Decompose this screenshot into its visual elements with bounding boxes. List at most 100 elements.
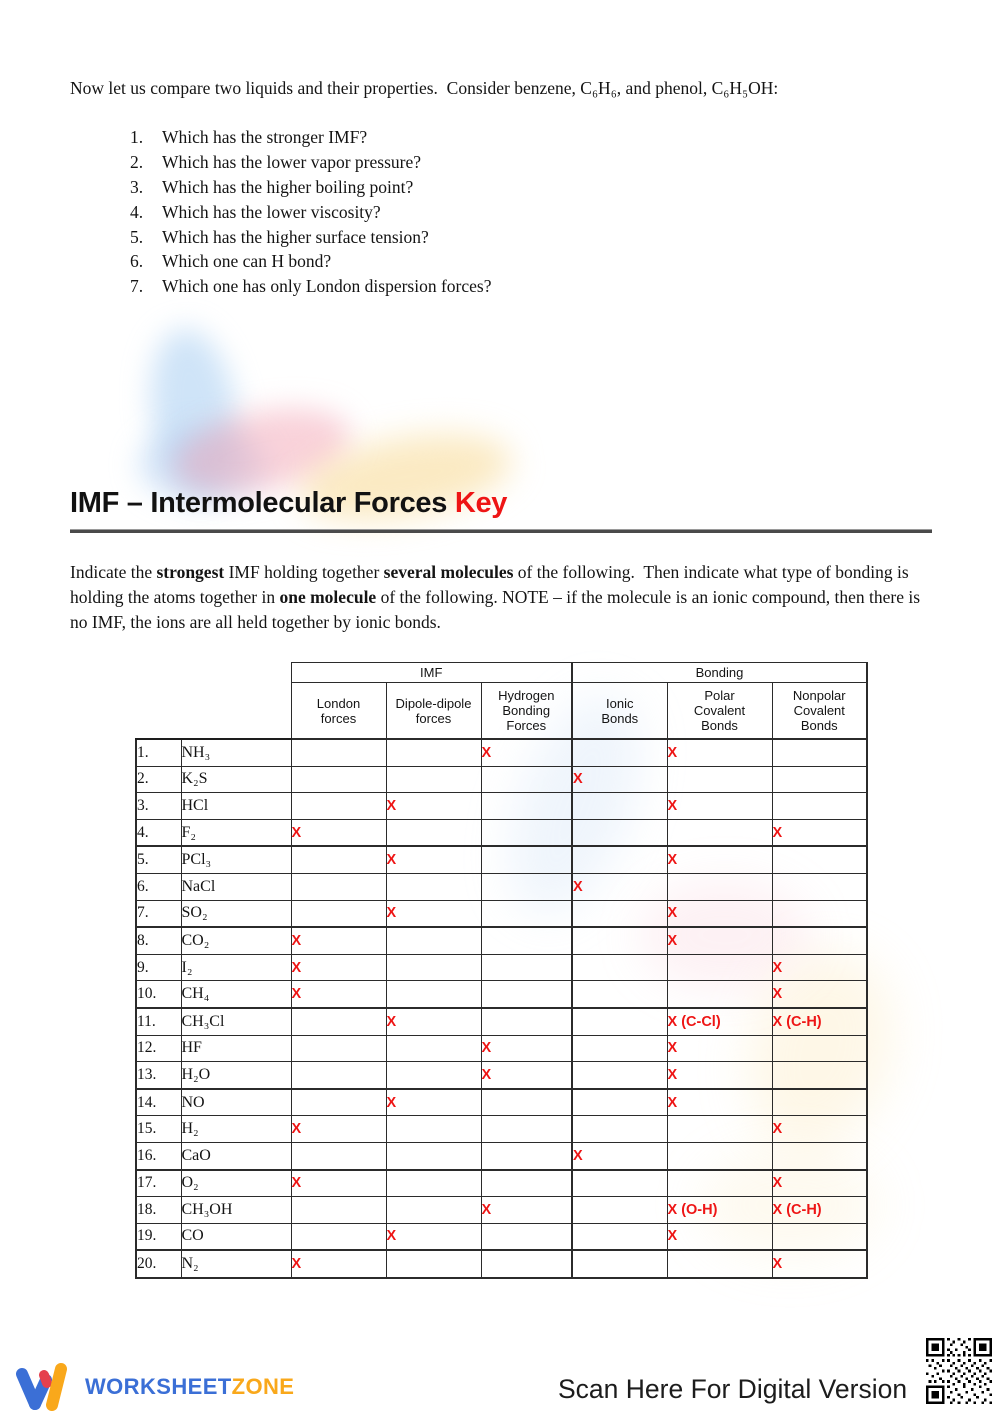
mark-cell-dipole: [385, 738, 482, 767]
mark-cell-polar: [666, 1249, 773, 1279]
mark-cell-london: [290, 899, 387, 929]
mark-cell-dipole: X: [385, 1007, 482, 1036]
question-list: 1. Which has the stronger IMF? 2. Which …: [130, 127, 492, 301]
mark-cell-polar: [666, 1168, 773, 1198]
instructions-bold: one molecule: [279, 587, 377, 607]
mark-cell-dipole: [385, 1061, 482, 1090]
mark-cell-polar: X (C-Cl): [666, 1007, 773, 1036]
row-number-cell: 14.: [135, 1088, 182, 1117]
formula-cell: I₂: [180, 953, 292, 982]
row-number-cell: 8.: [135, 926, 182, 955]
question-text: Which has the lower viscosity?: [162, 201, 381, 222]
table-row: 9. I₂ X X: [135, 953, 868, 982]
mark-cell-dipole: X: [385, 1088, 482, 1117]
table-row: 1. NH₃ X X: [135, 738, 868, 767]
instructions-text: of the following. Then indicate what typ…: [70, 562, 914, 607]
mark-cell-polar: X: [666, 738, 773, 767]
question-number: 3.: [130, 176, 144, 197]
mark-cell-hydrogen: [480, 1088, 573, 1117]
table-row: 3. HCl X X: [135, 792, 868, 820]
mark-cell-ionic: [571, 926, 668, 955]
table-row: 17. O₂ X X: [135, 1168, 868, 1198]
mark-cell-nonpolar: [771, 845, 868, 874]
mark-cell-dipole: [385, 1249, 482, 1279]
mark-cell-hydrogen: [480, 926, 573, 955]
question-item: 7. Which one has only London dispersion …: [130, 276, 492, 301]
mark-cell-ionic: [571, 899, 668, 929]
row-number-cell: 17.: [135, 1168, 182, 1198]
question-item: 1. Which has the stronger IMF?: [130, 127, 492, 152]
mark-cell-dipole: [385, 980, 482, 1009]
question-item: 6. Which one can H bond?: [130, 251, 492, 276]
mark-cell-hydrogen: [480, 1168, 573, 1198]
question-item: 5. Which has the higher surface tension?: [130, 227, 492, 252]
mark-cell-hydrogen: [480, 845, 573, 874]
row-number-cell: 20.: [135, 1249, 182, 1279]
row-number-cell: 9.: [135, 953, 182, 982]
question-item: 2. Which has the lower vapor pressure?: [130, 152, 492, 177]
question-text: Which has the stronger IMF?: [162, 127, 368, 147]
row-number-cell: 2.: [135, 765, 182, 794]
mark-cell-nonpolar: X: [771, 1115, 868, 1143]
mark-cell-ionic: [571, 792, 668, 820]
logo-text-zone: ZONE: [231, 1374, 295, 1399]
mark-cell-london: [290, 1088, 387, 1117]
mark-cell-polar: X: [666, 1222, 773, 1252]
mark-cell-polar: X: [666, 1061, 773, 1090]
instructions-bold: several molecules: [383, 562, 514, 582]
column-header-ionic: Ionic Bonds: [571, 682, 668, 740]
mark-cell-hydrogen: [480, 765, 573, 794]
mark-cell-polar: [666, 765, 773, 794]
mark-cell-polar: X (O-H): [666, 1196, 773, 1224]
table-row: 18. CH₃OH X X (O-H) X (C-H): [135, 1196, 868, 1224]
mark-cell-dipole: [385, 953, 482, 982]
mark-cell-hydrogen: [480, 792, 573, 820]
group-header-bonding: Bonding: [571, 662, 868, 683]
formula-cell: CH₄: [180, 980, 292, 1009]
mark-cell-hydrogen: [480, 980, 573, 1009]
intro-paragraph: Now let us compare two liquids and their…: [70, 78, 779, 98]
formula-cell: F₂: [180, 818, 292, 848]
table-row: 6. NaCl X: [135, 872, 868, 901]
mark-cell-dipole: X: [385, 899, 482, 929]
mark-cell-london: [290, 1141, 387, 1171]
formula-cell: PCl₃: [180, 845, 292, 874]
formula-cell: H₂O: [180, 1061, 292, 1090]
table-column-header-row: London forces Dipole-dipole forces Hydro…: [136, 682, 868, 740]
mark-cell-nonpolar: [771, 738, 868, 767]
question-number: 5.: [130, 226, 144, 247]
row-number-cell: 5.: [135, 845, 182, 874]
mark-cell-polar: X: [666, 792, 773, 820]
mark-cell-hydrogen: [480, 1007, 573, 1036]
blank-corner-cell: [136, 682, 291, 740]
mark-cell-nonpolar: [771, 1088, 868, 1117]
mark-cell-polar: [666, 872, 773, 901]
instructions-text: IMF holding together: [224, 562, 384, 582]
table-row: 7. SO₂ X X: [135, 899, 868, 929]
mark-cell-polar: [666, 1141, 773, 1171]
instructions-text: of the following. NOTE – if the molecule…: [70, 587, 925, 632]
question-text: Which has the higher boiling point?: [162, 176, 414, 197]
mark-cell-london: [290, 1007, 387, 1036]
mark-cell-hydrogen: [480, 953, 573, 982]
formula-cell: NH₃: [180, 738, 292, 767]
section-title: IMF – Intermolecular Forces Key: [70, 487, 507, 520]
mark-cell-ionic: [571, 1088, 668, 1117]
instructions-bold: strongest: [156, 562, 225, 582]
blank-corner-cell: [136, 663, 291, 683]
question-text: Which one has only London dispersion for…: [162, 276, 492, 297]
formula-cell: CaO: [180, 1141, 292, 1171]
table-row: 5. PCl₃ X X: [135, 845, 868, 874]
mark-cell-polar: X: [666, 845, 773, 874]
table-row: 12. HF X X: [135, 1034, 868, 1063]
mark-cell-dipole: [385, 1115, 482, 1143]
formula-cell: HF: [180, 1034, 292, 1063]
table-row: 19. CO X X: [135, 1222, 868, 1252]
column-header-hydrogen: Hydrogen Bonding Forces: [480, 682, 573, 740]
row-number-cell: 3.: [135, 792, 182, 820]
formula-cell: SO₂: [180, 899, 292, 929]
mark-cell-ionic: [571, 1034, 668, 1063]
mark-cell-polar: X: [666, 1034, 773, 1063]
instructions-text: Indicate the: [70, 562, 157, 582]
table-row: 2. K₂S X: [135, 765, 868, 794]
